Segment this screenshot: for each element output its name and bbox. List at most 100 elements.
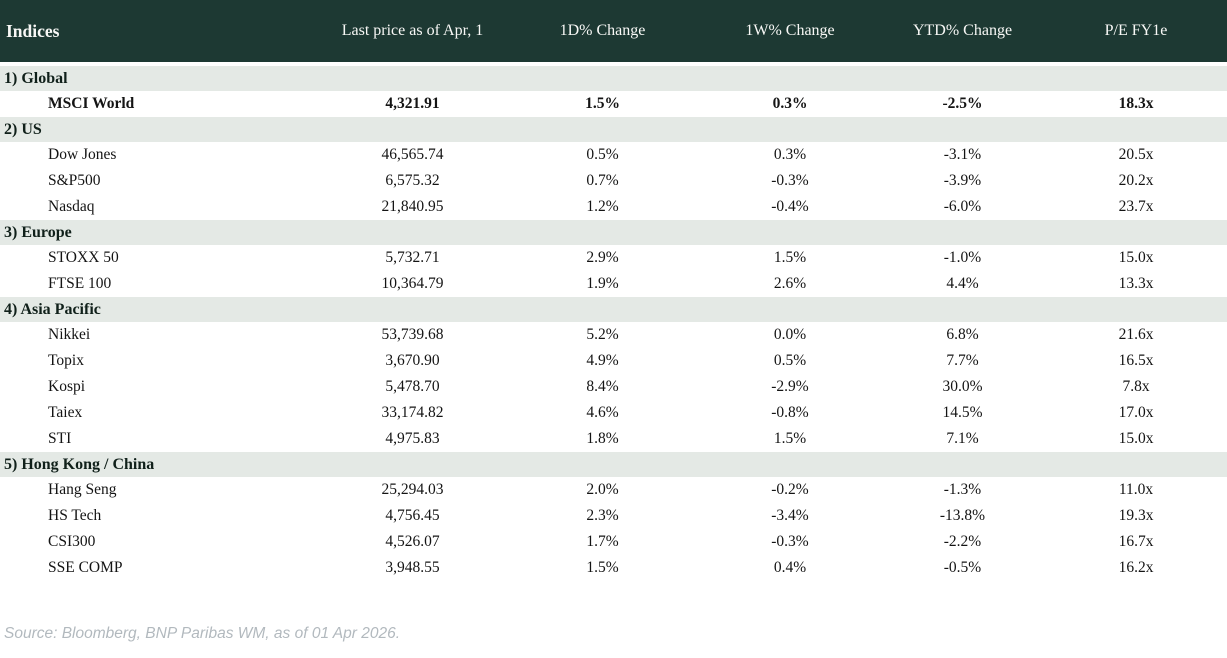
chg-1d-cell: 2.3% (505, 503, 700, 529)
chg-ytd-cell: -1.3% (880, 477, 1045, 503)
last-price-cell: 25,294.03 (320, 477, 505, 503)
last-price-cell: 6,575.32 (320, 168, 505, 194)
last-price-cell: 4,756.45 (320, 503, 505, 529)
last-price-cell: 21,840.95 (320, 194, 505, 220)
index-name-cell: SSE COMP (0, 555, 320, 581)
chg-ytd-cell: 7.7% (880, 348, 1045, 374)
chg-ytd-cell: -3.1% (880, 142, 1045, 168)
last-price-cell: 4,526.07 (320, 529, 505, 555)
index-name-cell: MSCI World (0, 91, 320, 117)
table-row: FTSE 100 10,364.79 1.9% 2.6% 4.4% 13.3x (0, 271, 1227, 297)
chg-ytd-cell: -3.9% (880, 168, 1045, 194)
table-row: Dow Jones 46,565.74 0.5% 0.3% -3.1% 20.5x (0, 142, 1227, 168)
pe-cell: 20.2x (1045, 168, 1227, 194)
table-header-row: Indices Last price as of Apr, 1 1D% Chan… (0, 0, 1227, 66)
pe-cell: 20.5x (1045, 142, 1227, 168)
chg-1d-cell: 0.5% (505, 142, 700, 168)
chg-ytd-cell: 6.8% (880, 322, 1045, 348)
chg-1d-cell: 2.9% (505, 245, 700, 271)
chg-ytd-cell: 30.0% (880, 374, 1045, 400)
chg-1w-cell: 2.6% (700, 271, 880, 297)
pe-cell: 16.2x (1045, 555, 1227, 581)
last-price-cell: 4,975.83 (320, 426, 505, 452)
chg-1d-cell: 1.5% (505, 91, 700, 117)
pe-cell: 18.3x (1045, 91, 1227, 117)
last-price-cell: 3,948.55 (320, 555, 505, 581)
chg-ytd-cell: -6.0% (880, 194, 1045, 220)
table-title: Indices (0, 0, 320, 66)
chg-1d-cell: 1.7% (505, 529, 700, 555)
last-price-cell: 5,478.70 (320, 374, 505, 400)
chg-1w-cell: -0.4% (700, 194, 880, 220)
pe-cell: 23.7x (1045, 194, 1227, 220)
table-row: Topix 3,670.90 4.9% 0.5% 7.7% 16.5x (0, 348, 1227, 374)
chg-1w-cell: -0.8% (700, 400, 880, 426)
chg-ytd-cell: 7.1% (880, 426, 1045, 452)
table-row: STOXX 50 5,732.71 2.9% 1.5% -1.0% 15.0x (0, 245, 1227, 271)
table-row: Taiex 33,174.82 4.6% -0.8% 14.5% 17.0x (0, 400, 1227, 426)
chg-ytd-cell: -2.2% (880, 529, 1045, 555)
chg-1w-cell: -3.4% (700, 503, 880, 529)
chg-1w-cell: 0.4% (700, 555, 880, 581)
last-price-cell: 5,732.71 (320, 245, 505, 271)
section-label: 2) US (0, 117, 1227, 142)
section-row: 3) Europe (0, 220, 1227, 245)
col-header-1d-change: 1D% Change (505, 0, 700, 66)
chg-1w-cell: 1.5% (700, 245, 880, 271)
index-name-cell: STOXX 50 (0, 245, 320, 271)
table-row: Hang Seng 25,294.03 2.0% -0.2% -1.3% 11.0x (0, 477, 1227, 503)
chg-1d-cell: 1.5% (505, 555, 700, 581)
pe-cell: 16.5x (1045, 348, 1227, 374)
pe-cell: 21.6x (1045, 322, 1227, 348)
index-name-cell: Dow Jones (0, 142, 320, 168)
last-price-cell: 3,670.90 (320, 348, 505, 374)
source-note: Source: Bloomberg, BNP Paribas WM, as of… (4, 625, 401, 642)
col-header-ytd-change: YTD% Change (880, 0, 1045, 66)
chg-ytd-cell: 14.5% (880, 400, 1045, 426)
chg-ytd-cell: -13.8% (880, 503, 1045, 529)
table-row: MSCI World 4,321.91 1.5% 0.3% -2.5% 18.3x (0, 91, 1227, 117)
chg-ytd-cell: -1.0% (880, 245, 1045, 271)
index-name-cell: CSI300 (0, 529, 320, 555)
index-name-cell: HS Tech (0, 503, 320, 529)
table-row: STI 4,975.83 1.8% 1.5% 7.1% 15.0x (0, 426, 1227, 452)
section-row: 1) Global (0, 64, 1227, 91)
index-name-cell: Nasdaq (0, 194, 320, 220)
chg-1w-cell: 0.5% (700, 348, 880, 374)
section-row: 4) Asia Pacific (0, 297, 1227, 322)
pe-cell: 15.0x (1045, 245, 1227, 271)
pe-cell: 13.3x (1045, 271, 1227, 297)
pe-cell: 11.0x (1045, 477, 1227, 503)
chg-1w-cell: 0.3% (700, 142, 880, 168)
table-row: Kospi 5,478.70 8.4% -2.9% 30.0% 7.8x (0, 374, 1227, 400)
pe-cell: 16.7x (1045, 529, 1227, 555)
chg-1w-cell: -0.3% (700, 168, 880, 194)
chg-1w-cell: 1.5% (700, 426, 880, 452)
last-price-cell: 46,565.74 (320, 142, 505, 168)
section-label: 1) Global (0, 64, 1227, 91)
pe-cell: 19.3x (1045, 503, 1227, 529)
chg-ytd-cell: 4.4% (880, 271, 1045, 297)
table-row: HS Tech 4,756.45 2.3% -3.4% -13.8% 19.3x (0, 503, 1227, 529)
chg-ytd-cell: -0.5% (880, 555, 1045, 581)
table-row: SSE COMP 3,948.55 1.5% 0.4% -0.5% 16.2x (0, 555, 1227, 581)
chg-1d-cell: 1.2% (505, 194, 700, 220)
chg-1w-cell: -0.3% (700, 529, 880, 555)
chg-1d-cell: 1.8% (505, 426, 700, 452)
table-row: CSI300 4,526.07 1.7% -0.3% -2.2% 16.7x (0, 529, 1227, 555)
index-name-cell: FTSE 100 (0, 271, 320, 297)
pe-cell: 15.0x (1045, 426, 1227, 452)
last-price-cell: 33,174.82 (320, 400, 505, 426)
index-name-cell: STI (0, 426, 320, 452)
chg-1w-cell: 0.3% (700, 91, 880, 117)
index-name-cell: Topix (0, 348, 320, 374)
chg-1d-cell: 2.0% (505, 477, 700, 503)
index-name-cell: Taiex (0, 400, 320, 426)
index-name-cell: S&P500 (0, 168, 320, 194)
chg-ytd-cell: -2.5% (880, 91, 1045, 117)
last-price-cell: 10,364.79 (320, 271, 505, 297)
chg-1w-cell: -0.2% (700, 477, 880, 503)
table-row: S&P500 6,575.32 0.7% -0.3% -3.9% 20.2x (0, 168, 1227, 194)
last-price-cell: 4,321.91 (320, 91, 505, 117)
index-name-cell: Hang Seng (0, 477, 320, 503)
